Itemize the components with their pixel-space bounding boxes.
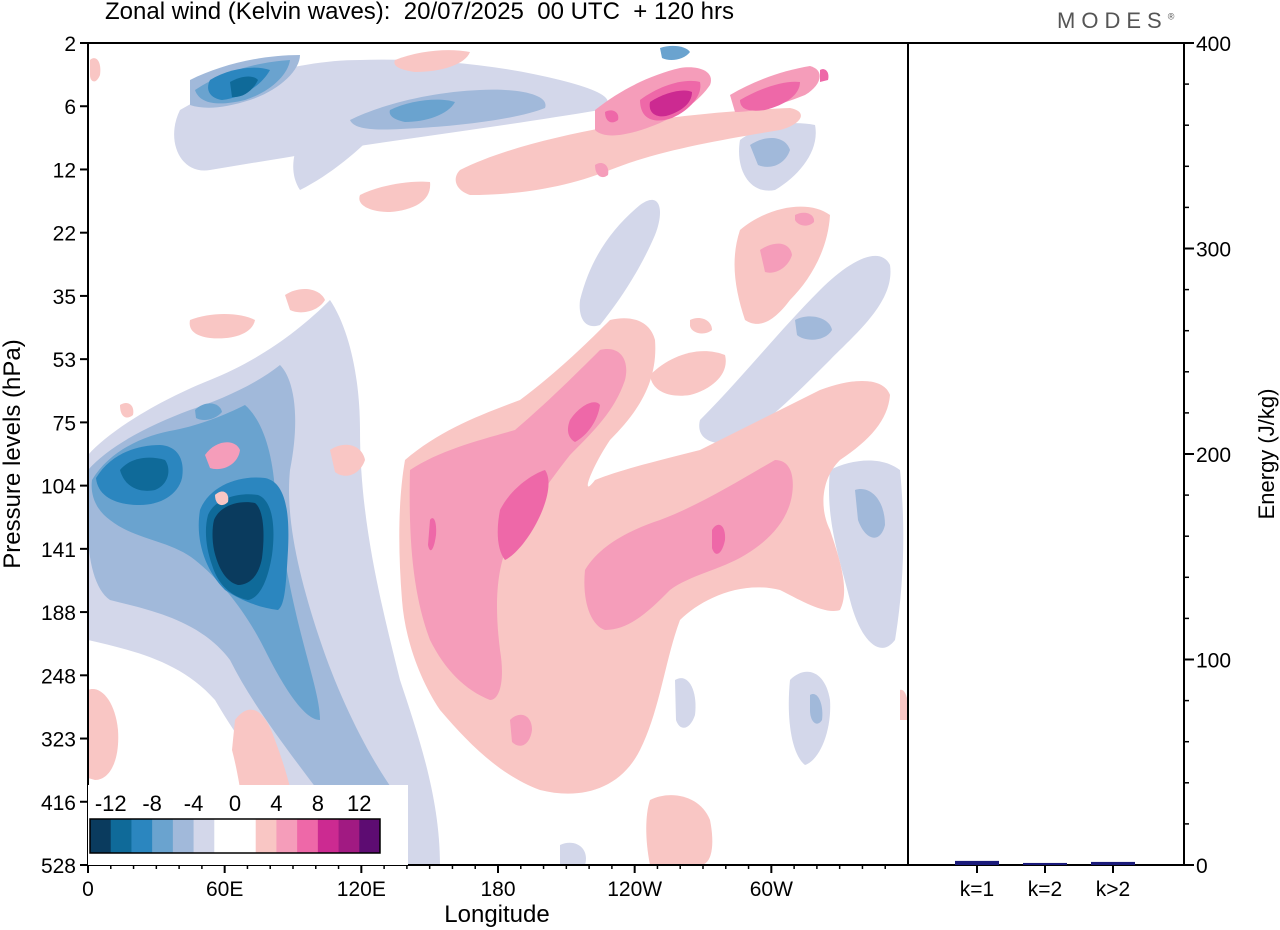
brand-logo: MODES® — [1057, 8, 1174, 34]
pressure-axis: 2 6 12 22 35 53 75 104 141 188 248 323 416 528 — [41, 33, 88, 878]
colorbar-swatch — [317, 819, 340, 853]
colorbar-legend: -12 -8 -4 0 4 8 12 — [88, 785, 408, 865]
registered-mark: ® — [1167, 11, 1175, 22]
energy-tick-label: 400 — [1196, 33, 1231, 56]
y-tick-label: 323 — [41, 729, 76, 752]
energy-tick-label: 0 — [1196, 855, 1208, 878]
y-tick-label: 2 — [64, 33, 76, 56]
colorbar-swatch — [276, 819, 298, 853]
y-tick-label: 75 — [53, 412, 76, 435]
energy-bar — [1023, 862, 1067, 865]
colorbar-swatch — [359, 819, 381, 853]
colorbar-label: -8 — [142, 791, 162, 816]
category-label: k>2 — [1096, 878, 1130, 901]
contour-neg-core — [212, 502, 264, 585]
x-tick-label: 120E — [337, 878, 386, 901]
colorbar-swatch — [152, 819, 174, 853]
energy-bar — [1091, 861, 1135, 865]
y-tick-label: 12 — [53, 159, 76, 182]
x-tick-label: 180 — [480, 878, 515, 901]
y-tick-label: 6 — [64, 96, 76, 119]
colorbar-swatch — [131, 819, 153, 853]
colorbar-swatch — [110, 819, 132, 853]
category-label: k=1 — [960, 878, 994, 901]
energy-plot-frame — [907, 42, 1185, 866]
y-tick-label: 104 — [41, 476, 76, 499]
y-tick-label: 188 — [41, 602, 76, 625]
colorbar-swatch — [338, 819, 360, 853]
y-tick-label: 22 — [53, 223, 76, 246]
colorbar-label: -12 — [95, 791, 127, 816]
colorbar-swatch — [297, 819, 319, 853]
longitude-axis: 0 60E 120E 180 120W 60W — [82, 865, 886, 901]
x-tick-label: 60E — [206, 878, 243, 901]
energy-bars: k=1 k=2 k>2 — [955, 860, 1135, 901]
y-tick-label: 53 — [53, 349, 76, 372]
colorbar-label: 8 — [312, 791, 324, 816]
colorbar-swatch — [193, 819, 215, 853]
x-tick-label: 60W — [750, 878, 793, 901]
colorbar-label: -4 — [184, 791, 204, 816]
energy-bar — [955, 860, 999, 865]
energy-tick-label: 100 — [1196, 650, 1231, 673]
chart-title: Zonal wind (Kelvin waves): 20/07/2025 00… — [105, 0, 734, 25]
colorbar-swatch — [172, 819, 195, 853]
energy-tick-label: 200 — [1196, 444, 1231, 467]
y-tick-label: 248 — [41, 665, 76, 688]
category-label: k=2 — [1028, 878, 1062, 901]
contour-pos-core — [649, 90, 692, 117]
y-tick-label: 528 — [41, 855, 76, 878]
energy-tick-label: 300 — [1196, 239, 1231, 262]
wind-field — [88, 45, 908, 865]
colorbar-label: 0 — [229, 791, 241, 816]
brand-text: MODES — [1057, 8, 1168, 33]
x-tick-label: 0 — [82, 878, 94, 901]
x-tick-label: 120W — [607, 878, 662, 901]
colorbar-swatch — [235, 819, 257, 853]
y-tick-label: 416 — [41, 792, 76, 815]
x-axis-title: Longitude — [444, 901, 549, 928]
energy-axis-title: Energy (J/kg) — [1254, 389, 1279, 520]
y-axis-title: Pressure levels (hPa) — [0, 339, 26, 568]
y-tick-label: 35 — [53, 286, 76, 309]
energy-axis: 0 100 200 300 400 — [1184, 33, 1231, 878]
y-tick-label: 141 — [41, 539, 76, 562]
colorbar-swatch — [90, 819, 112, 853]
colorbar-swatch — [255, 819, 277, 853]
colorbar-label: 12 — [347, 791, 371, 816]
colorbar-label: 4 — [270, 791, 282, 816]
colorbar-swatch — [214, 819, 236, 853]
colorbar-frame — [89, 818, 381, 854]
